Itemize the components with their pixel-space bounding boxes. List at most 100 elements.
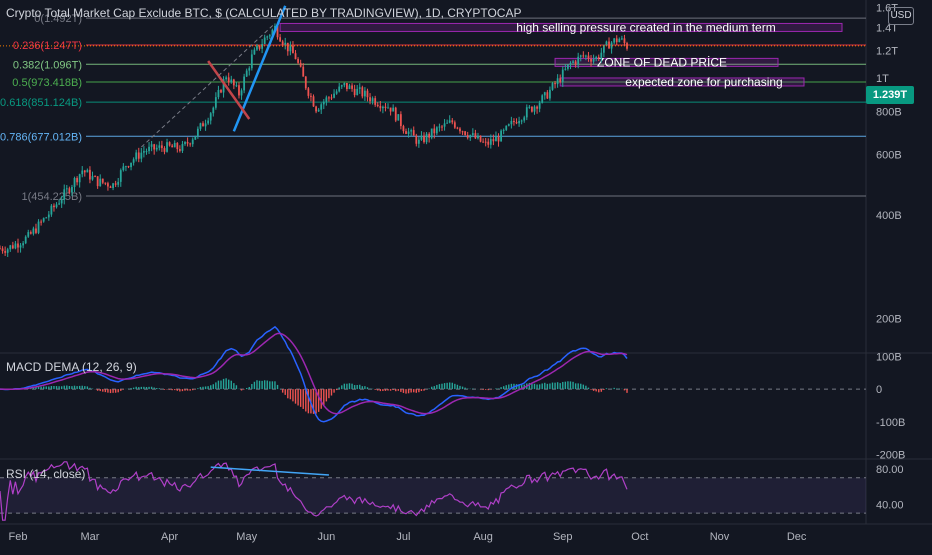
candle-body bbox=[613, 38, 616, 43]
candle-body bbox=[266, 36, 269, 38]
candle-body bbox=[374, 98, 377, 105]
candle-body bbox=[107, 183, 109, 187]
candle-body bbox=[47, 214, 50, 218]
candle-body bbox=[217, 89, 220, 98]
candle-body bbox=[258, 45, 261, 49]
candle-body bbox=[515, 122, 518, 124]
candle-body bbox=[53, 205, 55, 208]
candle-series bbox=[0, 23, 628, 257]
candle-body bbox=[461, 131, 464, 133]
candle-body bbox=[497, 136, 500, 142]
currency-button[interactable]: USD bbox=[888, 7, 914, 25]
candle-body bbox=[618, 38, 621, 43]
fib-level-label: 0(1.492T) bbox=[34, 13, 82, 25]
candle-body bbox=[160, 145, 163, 149]
candle-body bbox=[579, 55, 582, 57]
candle-body bbox=[556, 78, 559, 85]
candle-body bbox=[358, 87, 361, 89]
candle-body bbox=[364, 90, 366, 97]
candle-body bbox=[235, 85, 238, 87]
candle-body bbox=[430, 128, 433, 138]
y-tick-label: 1.4T bbox=[876, 23, 898, 35]
candle-body bbox=[125, 166, 127, 168]
candle-body bbox=[351, 85, 353, 89]
rsi-label[interactable]: RSI (14, close) bbox=[6, 467, 86, 481]
candle-body bbox=[523, 117, 526, 121]
candle-body bbox=[1, 248, 4, 252]
time-axis[interactable]: Feb Mar Apr May Jun Jul Aug Sep Oct Nov Dec bbox=[9, 531, 807, 543]
candle-body bbox=[0, 248, 1, 250]
candle-body bbox=[500, 130, 502, 142]
candle-body bbox=[60, 199, 63, 204]
fib-retracement[interactable]: 0(1.492T) 0.236(1.247T) 0.382(1.096T) 0.5(9… bbox=[0, 13, 866, 203]
candle-body bbox=[533, 106, 536, 112]
candle-body bbox=[294, 53, 297, 60]
candle-body bbox=[243, 76, 246, 91]
fib-level-label: 0.5(973.418B) bbox=[12, 77, 82, 89]
candle-body bbox=[605, 41, 608, 45]
candle-body bbox=[225, 77, 228, 80]
candle-body bbox=[543, 92, 546, 96]
candle-body bbox=[446, 122, 449, 124]
candle-body bbox=[78, 174, 81, 183]
candle-body bbox=[230, 79, 233, 83]
candle-body bbox=[276, 25, 279, 38]
candle-body bbox=[81, 170, 84, 175]
candle-body bbox=[495, 136, 497, 142]
candle-body bbox=[459, 128, 461, 132]
candle-body bbox=[453, 122, 456, 128]
candle-body bbox=[412, 130, 415, 136]
annotation-zone bbox=[279, 22, 843, 32]
candle-body bbox=[469, 134, 472, 138]
candle-body bbox=[410, 130, 413, 132]
rsi-pane: 80.00 40.00 bbox=[0, 461, 904, 521]
candle-body bbox=[371, 98, 374, 102]
drawing-lines[interactable] bbox=[0, 5, 866, 148]
candle-body bbox=[387, 107, 389, 109]
candle-body bbox=[333, 93, 335, 98]
candle-body bbox=[117, 181, 120, 185]
candle-body bbox=[145, 151, 148, 153]
y-tick-label: 600B bbox=[876, 149, 902, 161]
candle-body bbox=[22, 243, 25, 246]
candle-body bbox=[256, 45, 258, 50]
candle-body bbox=[29, 232, 32, 234]
candle-body bbox=[559, 78, 562, 82]
candle-body bbox=[86, 169, 89, 173]
macd-tick-label: 0 bbox=[876, 384, 882, 396]
candle-body bbox=[423, 135, 425, 143]
x-tick-label: Jun bbox=[317, 531, 335, 543]
candle-body bbox=[477, 135, 479, 139]
candle-body bbox=[379, 106, 382, 109]
candle-body bbox=[361, 87, 364, 97]
price-axis[interactable]: 1.6T 1.4T 1.2T 1T 800B 600B 400B 200B bbox=[876, 3, 902, 326]
candle-body bbox=[194, 135, 197, 140]
candle-body bbox=[435, 127, 438, 134]
candle-body bbox=[119, 170, 122, 182]
candle-body bbox=[425, 133, 428, 143]
candle-body bbox=[143, 151, 145, 153]
candle-body bbox=[35, 228, 37, 233]
candle-body bbox=[32, 228, 35, 234]
candle-body bbox=[279, 37, 282, 42]
candle-body bbox=[178, 149, 181, 151]
candle-body bbox=[335, 91, 338, 94]
annotation-boxes[interactable]: high selling pressure created in the med… bbox=[279, 20, 843, 89]
candle-body bbox=[202, 123, 204, 127]
macd-label[interactable]: MACD DEMA (12, 26, 9) bbox=[6, 360, 137, 374]
candle-body bbox=[489, 139, 492, 145]
candle-body bbox=[448, 120, 451, 123]
candle-body bbox=[369, 97, 371, 102]
candle-body bbox=[166, 142, 168, 152]
y-tick-label: 800B bbox=[876, 106, 902, 118]
candle-body bbox=[196, 128, 199, 136]
macd-tick-label: -100B bbox=[876, 417, 905, 429]
candle-body bbox=[304, 76, 307, 89]
candle-body bbox=[155, 147, 158, 150]
candle-body bbox=[376, 104, 379, 107]
candle-body bbox=[525, 107, 528, 118]
candle-body bbox=[292, 45, 294, 54]
candle-body bbox=[284, 42, 287, 45]
candle-body bbox=[232, 79, 235, 86]
